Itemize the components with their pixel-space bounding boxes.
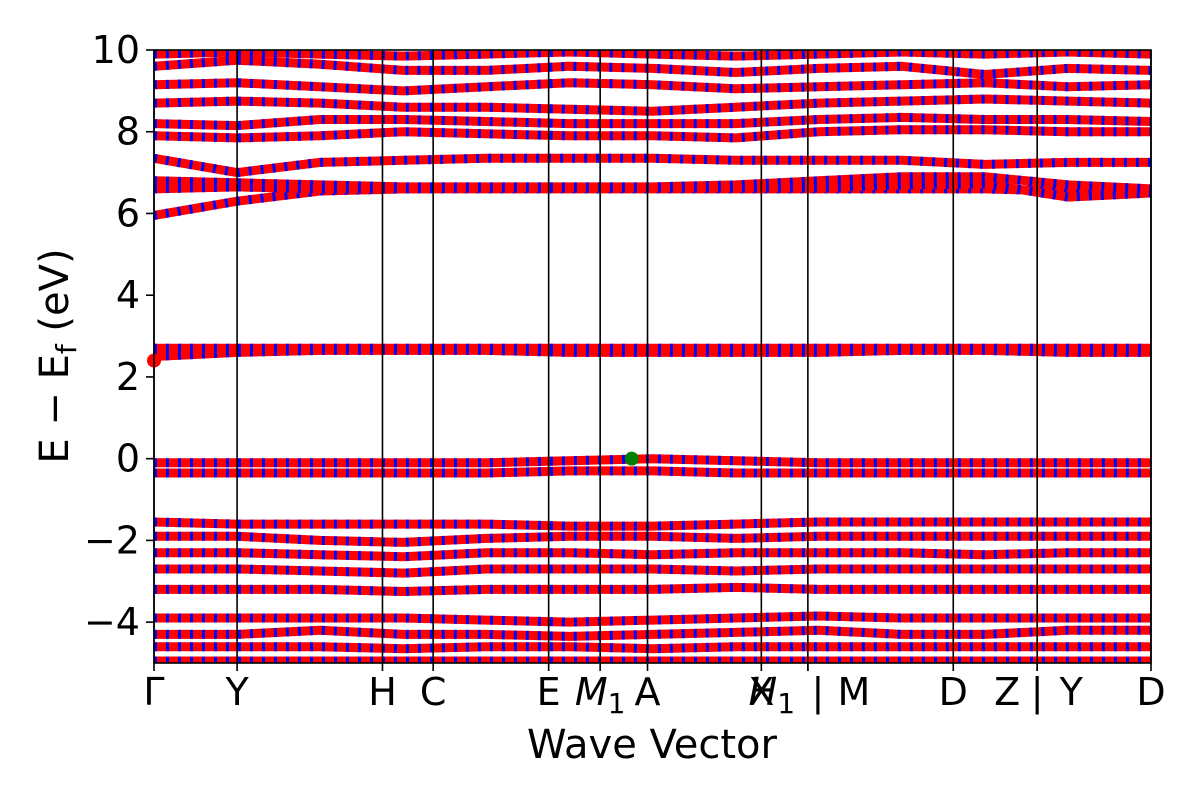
- y-axis-title-subscript: f: [50, 343, 83, 354]
- bands-layer: [154, 50, 1151, 663]
- band-16-spin-up: [154, 548, 1151, 562]
- ytick-label: 6: [116, 191, 140, 235]
- y-axis: −4 −2 0 2 4 6 8 10: [84, 28, 154, 644]
- ytick-label: −4: [84, 600, 140, 644]
- y-axis-title: E − Ef (eV): [32, 248, 83, 463]
- xtick-label-a: A: [635, 670, 661, 714]
- ytick-label: 8: [116, 110, 140, 154]
- xtick-label-gamma: Γ: [143, 670, 164, 714]
- band-18-spin-up: [154, 582, 1151, 596]
- ytick-label: 2: [116, 355, 140, 399]
- xtick-label-e: E: [537, 670, 561, 714]
- band-2-spin-up: [154, 172, 1151, 194]
- band-15-spin-up: [154, 531, 1151, 547]
- xtick-label-y2: Y: [1059, 670, 1084, 714]
- band-4-spin-up: [154, 125, 1151, 143]
- xtick-label-d: D: [939, 670, 968, 714]
- band-5-spin-up: [154, 112, 1151, 131]
- band-17-spin-up: [154, 564, 1151, 578]
- band-13-spin-up: [154, 466, 1151, 478]
- y-axis-title-main: E − E: [32, 354, 78, 464]
- xtick-label-separator-1: |: [811, 670, 824, 715]
- band-9-spin-up: [154, 50, 1151, 61]
- band-20-spin-up: [154, 625, 1151, 641]
- y-axis-title-unit: (eV): [32, 248, 78, 344]
- x-axis-title: Wave Vector: [527, 722, 778, 768]
- xtick-label-separator-2: |: [1031, 670, 1044, 715]
- ytick-label: 4: [116, 273, 140, 317]
- xtick-label-h: H: [368, 670, 397, 714]
- ytick-label: 0: [116, 437, 140, 481]
- band-21-spin-down: [154, 642, 1151, 654]
- xtick-label-x: X: [748, 670, 774, 714]
- band-6-spin-up: [154, 94, 1151, 116]
- band-7-spin-up: [154, 78, 1151, 96]
- xtick-label-m: M: [837, 670, 870, 714]
- xtick-label-c: C: [420, 670, 447, 714]
- band-17-spin-down: [154, 564, 1151, 578]
- band-14-spin-up: [154, 517, 1151, 531]
- xtick-label-d2: D: [1136, 670, 1165, 714]
- band-21-spin-up: [154, 642, 1151, 654]
- band-8-spin-up: [154, 55, 1151, 79]
- band-12-spin-down: [154, 454, 1151, 468]
- band-1-spin-down: [154, 179, 1151, 202]
- xtick-label-h1: H1: [749, 670, 795, 720]
- xtick-label-y: Y: [224, 670, 249, 714]
- plot-frame: [153, 49, 1152, 664]
- ytick-label: 10: [92, 28, 140, 72]
- band-19-spin-up: [154, 611, 1151, 627]
- band-13-spin-down: [154, 466, 1151, 478]
- ytick-label: −2: [84, 518, 140, 562]
- band-14-spin-down: [154, 517, 1151, 531]
- band-18-spin-down: [154, 582, 1151, 596]
- band-19-spin-down: [154, 611, 1151, 627]
- x-axis: Γ Y H C E M1 A XH1 | M D Z | Y D: [143, 663, 1166, 720]
- vbm-marker: [624, 451, 639, 466]
- band-12-spin-up: [154, 454, 1151, 468]
- band-3-spin-down: [154, 153, 1151, 178]
- xtick-label-m1: M1: [575, 670, 626, 720]
- xtick-label-z: Z: [994, 670, 1020, 714]
